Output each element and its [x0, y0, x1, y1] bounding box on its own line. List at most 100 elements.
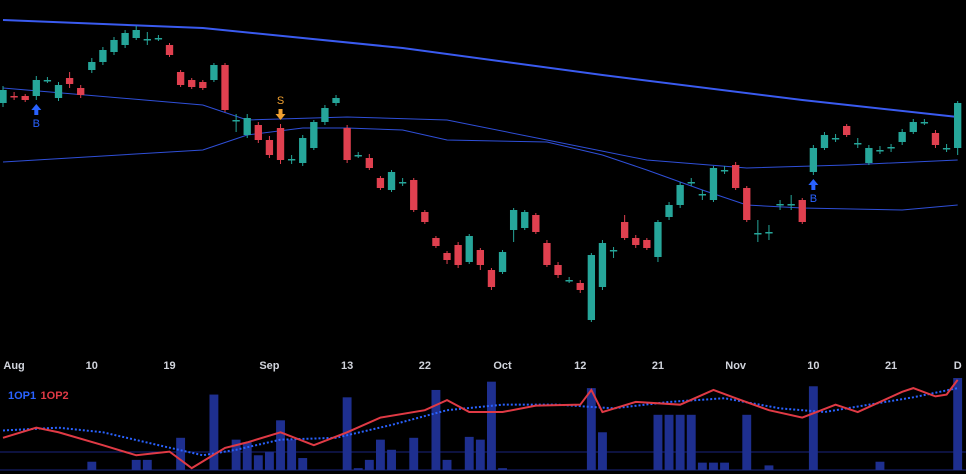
volume-bar	[720, 462, 729, 470]
signal-arrow	[275, 109, 286, 120]
x-tick-label: 22	[419, 360, 431, 372]
volume-bar	[464, 436, 474, 470]
signal-label: B	[33, 118, 40, 130]
candle-body	[554, 265, 562, 275]
candle-body	[110, 40, 118, 52]
candle-body	[765, 232, 773, 234]
volume-bar	[276, 420, 285, 470]
volume-bar	[176, 437, 186, 470]
volume-bar	[675, 414, 685, 470]
indicator-layer	[2, 379, 959, 470]
x-tick-label: Aug	[3, 360, 24, 372]
candle-body	[676, 185, 684, 205]
candle-body	[787, 204, 795, 206]
volume-bar	[764, 465, 774, 470]
candle-body	[820, 135, 829, 148]
candle-body	[543, 243, 551, 265]
candle-body	[143, 39, 151, 41]
candle-body	[854, 143, 862, 145]
candle-body	[276, 128, 285, 160]
volume-bar	[475, 439, 485, 470]
volume-bar	[364, 459, 374, 470]
candle-body	[709, 168, 718, 200]
legend-entry: 1OP1	[8, 390, 36, 402]
candle-body	[299, 138, 307, 163]
candle-body	[776, 204, 784, 206]
candle-body	[620, 222, 629, 238]
legend-entry: 1OP2	[41, 390, 69, 402]
candle-body	[0, 90, 7, 103]
volume-bar	[287, 439, 297, 470]
volume-bar	[131, 459, 141, 470]
x-tick-label: Nov	[725, 360, 747, 372]
volume-layer	[87, 378, 963, 470]
moving-average	[2, 19, 958, 118]
candle-body	[376, 178, 385, 188]
signal-label: S	[277, 95, 284, 107]
volume-bar	[598, 432, 607, 470]
candle-body	[587, 255, 596, 320]
volume-bar	[697, 462, 707, 470]
candle-body	[576, 283, 584, 290]
candle-body	[609, 250, 618, 252]
x-tick-label: 12	[574, 360, 586, 372]
volume-bar	[87, 461, 97, 470]
candle-body	[154, 38, 163, 40]
candle-body	[654, 222, 662, 257]
volume-bar	[486, 381, 496, 470]
legend-text: 1OP1 1OP2	[8, 390, 69, 402]
candle-body	[421, 212, 429, 222]
x-tick-label: 21	[885, 360, 897, 372]
volume-bar	[409, 437, 419, 470]
volume-bar	[586, 388, 596, 470]
volume-bar	[431, 389, 441, 470]
candle-body	[887, 147, 895, 149]
candle-body	[232, 120, 240, 122]
candle-body	[632, 238, 640, 245]
candle-body	[99, 50, 107, 62]
candle-body	[354, 155, 362, 157]
candle-body	[54, 85, 63, 98]
candle-body	[21, 96, 29, 100]
indicator-line	[2, 379, 959, 470]
candle-body	[432, 238, 440, 246]
candle-body	[287, 159, 296, 161]
x-tick-label: 21	[652, 360, 664, 372]
volume-bar	[353, 468, 363, 470]
volume-bar	[442, 459, 452, 470]
candle-body	[942, 148, 951, 150]
volume-bar	[742, 414, 752, 470]
candle-body	[876, 150, 884, 152]
x-tick-label: 10	[807, 360, 819, 372]
candle-body	[476, 250, 484, 265]
candle-body	[509, 210, 518, 230]
x-tick-label: Oct	[493, 360, 512, 372]
signal-arrow	[808, 179, 819, 190]
x-axis: Aug 10 19 Sep 13 22 Oct 12 21 Nov 10 21 D	[3, 360, 961, 372]
overlay-layer	[2, 19, 958, 211]
candle-body	[920, 122, 929, 124]
candle-body	[387, 172, 396, 190]
volume-bar	[142, 459, 152, 470]
moving-average	[2, 87, 958, 169]
volume-bar	[709, 462, 718, 470]
candle-body	[698, 194, 707, 196]
candle-body	[10, 96, 18, 98]
volume-bar	[231, 439, 241, 470]
volume-bar	[264, 451, 274, 470]
candle-body	[665, 205, 673, 217]
candle-body	[410, 180, 418, 210]
volume-bar	[953, 378, 963, 470]
candle-body	[532, 215, 540, 232]
x-tick-label: D	[954, 360, 962, 372]
candle-body	[265, 140, 274, 155]
x-tick-label: Sep	[259, 360, 279, 372]
candle-body	[487, 270, 496, 287]
candle-body	[398, 182, 407, 184]
candle-body	[132, 30, 140, 38]
candle-body	[909, 122, 917, 132]
legend: 1OP1 1OP2	[8, 390, 69, 402]
indicator-line	[2, 387, 958, 457]
x-tick-label: 10	[86, 360, 98, 372]
